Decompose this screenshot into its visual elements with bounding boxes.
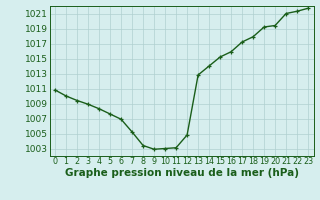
X-axis label: Graphe pression niveau de la mer (hPa): Graphe pression niveau de la mer (hPa): [65, 168, 299, 178]
